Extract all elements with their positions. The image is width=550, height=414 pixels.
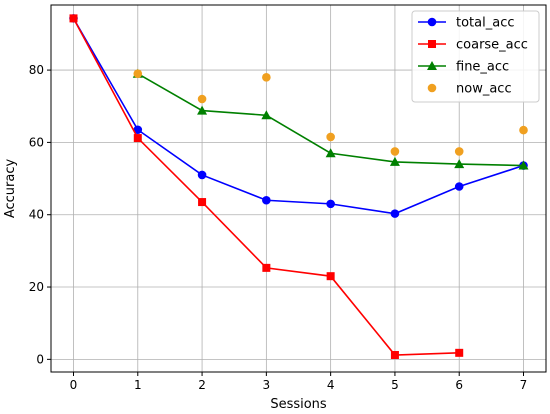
legend-item: coarse_acc — [418, 38, 528, 53]
data-point — [326, 272, 335, 281]
legend-label: fine_acc — [456, 60, 509, 75]
data-point — [326, 199, 335, 209]
data-point — [197, 170, 207, 180]
data-point — [390, 147, 400, 156]
x-tick-label: 3 — [263, 378, 271, 392]
y-tick-label: 20 — [29, 280, 44, 294]
data-point — [197, 105, 208, 115]
series-coarse-acc — [69, 14, 464, 360]
legend-label: coarse_acc — [456, 38, 528, 53]
data-point — [197, 94, 207, 104]
ticks: 0 1 2 3 4 5 6 7 0 20 40 60 80 — [29, 63, 528, 392]
data-point — [518, 160, 529, 170]
series-line — [72, 17, 524, 215]
data-point — [389, 156, 400, 166]
legend-marker — [427, 17, 437, 27]
data-point — [262, 263, 271, 272]
series-now-acc — [133, 69, 528, 156]
x-tick-label: 2 — [198, 378, 206, 392]
y-tick-label: 40 — [29, 208, 44, 222]
data-point — [390, 209, 400, 218]
x-tick-label: 5 — [391, 378, 399, 392]
legend-item: fine_acc — [418, 60, 509, 75]
legend-item: total_acc — [418, 16, 515, 31]
data-point — [519, 125, 528, 135]
data-point — [133, 69, 143, 78]
y-tick-label: 0 — [36, 352, 44, 366]
legend-label: now_acc — [456, 82, 512, 97]
legend-label: total_acc — [456, 16, 515, 31]
y-axis-label: Accuracy — [3, 159, 18, 219]
data-point — [69, 14, 78, 23]
x-tick-label: 7 — [520, 378, 528, 392]
data-point — [454, 159, 465, 169]
data-point — [454, 147, 464, 156]
legend: total_acc coarse_acc fine_acc now_acc — [411, 10, 540, 103]
data-point — [133, 125, 143, 135]
data-point — [390, 351, 399, 360]
data-point — [133, 134, 142, 143]
legend-marker — [427, 61, 437, 70]
data-point — [325, 148, 336, 158]
data-point — [262, 73, 271, 82]
x-tick-label: 1 — [134, 378, 142, 392]
series-total-acc — [69, 14, 528, 218]
data-point — [326, 132, 335, 142]
legend-marker — [427, 83, 437, 93]
series-layer — [69, 14, 529, 360]
x-tick-label: 4 — [327, 378, 335, 392]
x-tick-label: 0 — [70, 378, 78, 392]
data-point — [455, 348, 464, 357]
data-point — [198, 198, 207, 207]
x-axis-label: Sessions — [270, 397, 327, 412]
data-point — [262, 195, 271, 205]
x-tick-label: 6 — [455, 378, 463, 392]
y-tick-label: 60 — [29, 135, 44, 149]
plot-frame — [50, 4, 547, 373]
legend-box — [411, 10, 540, 103]
legend-item: now_acc — [427, 82, 512, 97]
y-tick-label: 80 — [29, 63, 44, 77]
data-point — [261, 110, 272, 120]
data-point — [454, 182, 464, 191]
legend-marker — [428, 40, 436, 48]
